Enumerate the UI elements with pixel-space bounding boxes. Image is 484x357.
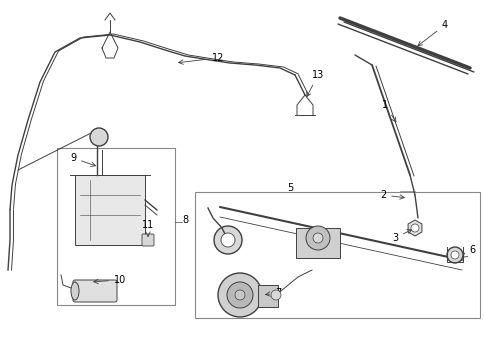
Bar	[295, 228, 339, 258]
Bar	[195, 192, 479, 318]
Circle shape	[305, 226, 329, 250]
Text: 1: 1	[381, 100, 395, 122]
Circle shape	[271, 290, 280, 300]
Text: 12: 12	[178, 53, 224, 64]
FancyBboxPatch shape	[399, 192, 415, 204]
Circle shape	[213, 226, 242, 254]
Text: 4: 4	[417, 20, 447, 46]
Text: 13: 13	[306, 70, 323, 97]
FancyBboxPatch shape	[73, 280, 117, 302]
Circle shape	[312, 233, 322, 243]
Text: 3: 3	[391, 230, 411, 243]
Polygon shape	[407, 220, 421, 236]
Circle shape	[90, 128, 108, 146]
Circle shape	[450, 251, 458, 259]
Bar	[75, 175, 145, 245]
Bar	[257, 285, 277, 307]
Circle shape	[235, 290, 244, 300]
Text: 10: 10	[93, 275, 126, 285]
Circle shape	[411, 219, 423, 231]
Text: 11: 11	[142, 220, 154, 236]
Text: 5: 5	[286, 183, 292, 193]
Ellipse shape	[71, 282, 79, 300]
Text: 6: 6	[462, 245, 474, 257]
Text: 9: 9	[70, 153, 95, 166]
Text: 2: 2	[379, 190, 404, 200]
Bar	[57, 148, 175, 305]
Circle shape	[410, 224, 418, 232]
Circle shape	[221, 233, 235, 247]
Circle shape	[217, 273, 261, 317]
FancyBboxPatch shape	[142, 234, 154, 246]
Circle shape	[446, 247, 462, 263]
Text: 8: 8	[182, 215, 188, 225]
Text: 7: 7	[265, 288, 281, 298]
Circle shape	[227, 282, 253, 308]
